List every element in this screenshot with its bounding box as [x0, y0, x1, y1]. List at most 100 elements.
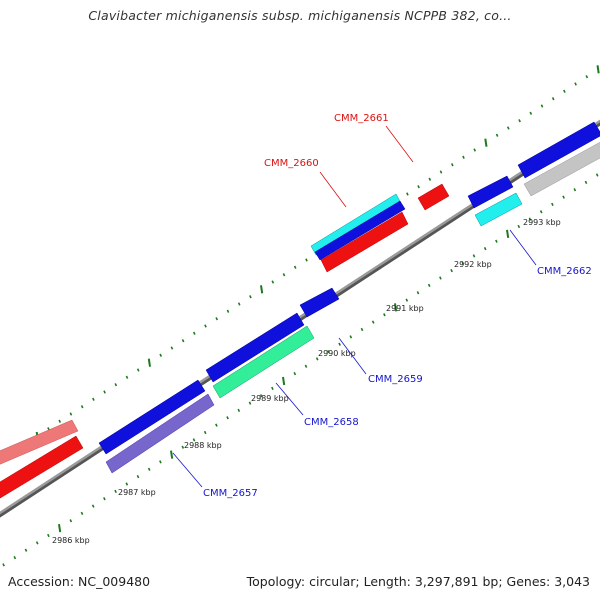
- minor-tick: [204, 324, 207, 328]
- scale-label: 2990 kbp: [318, 349, 356, 358]
- gene-label-cmm-2658[interactable]: CMM_2658: [304, 417, 359, 428]
- minor-tick: [237, 302, 241, 306]
- gene-aqua-green-2658[interactable]: [212, 325, 315, 399]
- minor-tick: [24, 548, 28, 552]
- minor-tick: [237, 408, 241, 413]
- minor-tick: [539, 210, 543, 214]
- minor-tick: [405, 298, 409, 302]
- minor-tick: [416, 291, 420, 295]
- minor-tick: [215, 317, 219, 321]
- gene-blue-2662b[interactable]: [517, 121, 600, 179]
- major-tick: [596, 65, 600, 74]
- minor-tick: [461, 261, 465, 265]
- callout-line-2657: [172, 452, 203, 488]
- callout-line-2661: [385, 125, 414, 163]
- minor-tick: [181, 445, 185, 449]
- gene-cyan-2662[interactable]: [474, 192, 523, 227]
- gene-red-2660[interactable]: [320, 211, 409, 273]
- minor-tick: [584, 180, 588, 185]
- minor-tick: [371, 320, 375, 324]
- minor-tick: [92, 397, 95, 401]
- minor-tick: [495, 239, 498, 243]
- minor-tick: [427, 283, 431, 288]
- minor-tick: [293, 265, 297, 269]
- minor-tick: [170, 346, 174, 350]
- major-tick: [282, 376, 286, 386]
- accession-text: Accession: NC_009480: [8, 574, 151, 589]
- reverse-strand-genes: [105, 140, 600, 474]
- minor-tick: [327, 349, 330, 354]
- minor-tick: [428, 177, 432, 181]
- major-tick: [147, 358, 151, 367]
- minor-tick: [215, 423, 218, 427]
- minor-tick: [473, 148, 477, 152]
- minor-tick: [80, 405, 84, 409]
- minor-tick: [595, 173, 599, 177]
- major-tick: [58, 523, 62, 533]
- minor-tick: [551, 97, 555, 101]
- gene-blue-2659b[interactable]: [299, 287, 340, 318]
- minor-tick: [517, 224, 521, 229]
- minor-tick: [304, 364, 308, 368]
- callout-line-2659: [338, 337, 367, 375]
- major-tick: [170, 450, 174, 459]
- minor-tick: [495, 133, 499, 137]
- minor-tick: [47, 427, 50, 431]
- minor-tick: [259, 394, 263, 398]
- gene-red-2661[interactable]: [417, 183, 450, 211]
- forward-strand-genes: [0, 121, 600, 500]
- minor-tick: [315, 357, 319, 361]
- summary-text: Topology: circular; Length: 3,297,891 bp…: [246, 574, 590, 589]
- gene-blue-2662a[interactable]: [467, 175, 514, 209]
- minor-tick: [159, 353, 163, 357]
- minor-tick: [506, 126, 510, 130]
- gene-blue-2660[interactable]: [314, 200, 406, 261]
- minor-tick: [13, 555, 17, 560]
- minor-tick: [585, 75, 589, 79]
- gene-pink[interactable]: [0, 419, 79, 466]
- gene-blue-2659a[interactable]: [205, 312, 305, 383]
- scale-label: 2989 kbp: [251, 394, 289, 403]
- minor-tick: [540, 104, 544, 108]
- map-title: Clavibacter michiganensis subsp. michiga…: [88, 8, 512, 23]
- scale-label: 2987 kbp: [118, 488, 156, 497]
- minor-tick: [226, 416, 229, 420]
- major-tick: [484, 138, 488, 147]
- minor-tick: [192, 331, 196, 335]
- minor-tick: [114, 383, 118, 387]
- minor-tick: [114, 489, 117, 494]
- minor-tick: [282, 273, 286, 277]
- minor-tick: [159, 460, 162, 464]
- callout-line-2662: [509, 229, 537, 266]
- minor-tick: [125, 482, 129, 486]
- minor-tick: [406, 192, 409, 196]
- gene-red-left[interactable]: [0, 435, 84, 500]
- minor-tick: [574, 82, 577, 86]
- gene-label-cmm-2662[interactable]: CMM_2662: [537, 266, 592, 277]
- major-tick: [394, 303, 398, 312]
- gene-lavender[interactable]: [105, 393, 215, 474]
- minor-tick: [551, 202, 554, 207]
- minor-tick: [439, 170, 443, 174]
- minor-tick: [439, 276, 442, 280]
- minor-tick: [91, 504, 95, 508]
- gene-label-cmm-2660[interactable]: CMM_2660: [264, 158, 319, 169]
- gene-label-cmm-2661[interactable]: CMM_2661: [334, 113, 389, 124]
- minor-tick: [518, 119, 521, 123]
- minor-tick: [450, 268, 453, 273]
- minor-tick: [271, 280, 275, 284]
- minor-tick: [103, 497, 106, 501]
- callout-line-2658: [275, 382, 304, 416]
- gene-label-cmm-2659[interactable]: CMM_2659: [368, 374, 423, 385]
- minor-tick: [136, 474, 140, 479]
- minor-tick: [271, 386, 274, 391]
- minor-tick: [35, 541, 39, 545]
- minor-tick: [226, 309, 230, 313]
- gene-label-cmm-2657[interactable]: CMM_2657: [203, 488, 258, 499]
- gene-gray[interactable]: [523, 140, 600, 197]
- minor-tick: [125, 375, 129, 379]
- minor-tick: [248, 401, 252, 405]
- major-tick: [260, 285, 264, 294]
- gene-blue-2657[interactable]: [98, 379, 206, 455]
